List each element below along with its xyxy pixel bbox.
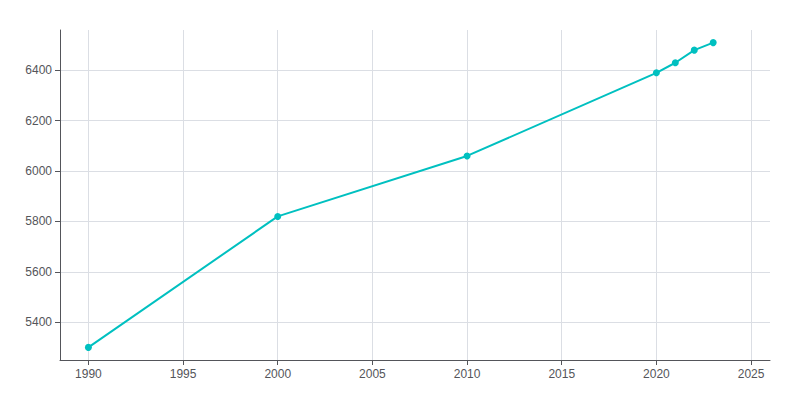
svg-text:5600: 5600 <box>25 265 52 279</box>
svg-text:5400: 5400 <box>25 315 52 329</box>
svg-text:5800: 5800 <box>25 214 52 228</box>
svg-text:1990: 1990 <box>75 367 102 381</box>
svg-text:2020: 2020 <box>643 367 670 381</box>
svg-text:2015: 2015 <box>548 367 575 381</box>
svg-text:2010: 2010 <box>454 367 481 381</box>
svg-text:2000: 2000 <box>264 367 291 381</box>
svg-text:2005: 2005 <box>359 367 386 381</box>
svg-text:2025: 2025 <box>738 367 765 381</box>
svg-text:6400: 6400 <box>25 63 52 77</box>
svg-text:1995: 1995 <box>170 367 197 381</box>
svg-text:6200: 6200 <box>25 114 52 128</box>
svg-text:6000: 6000 <box>25 164 52 178</box>
